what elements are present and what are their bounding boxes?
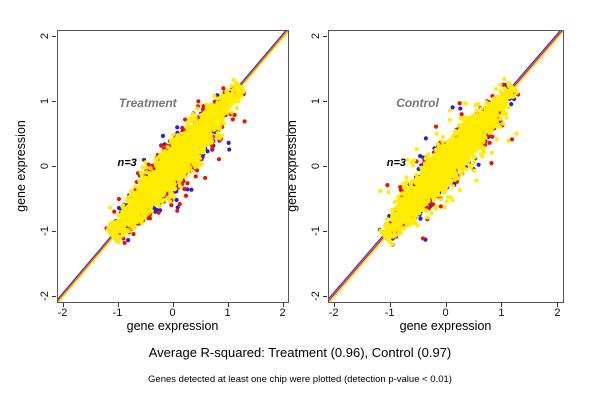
x-tick-label: -1: [384, 307, 395, 319]
x-tick-label: 1: [498, 307, 505, 319]
x-axis-label-1: gene expression: [399, 319, 492, 333]
annotation-n-0: n=3: [117, 156, 137, 169]
y-tick-label: 0: [39, 162, 51, 170]
x-tick-label: 0: [169, 307, 176, 319]
x-tick-label: 1: [224, 307, 231, 319]
y-tick-label: -1: [39, 225, 51, 236]
caption-detection-footnote: Genes detected at least one chip were pl…: [148, 374, 452, 385]
caption-average-r-squared: Average R-squared: Treatment (0.96), Con…: [148, 345, 452, 360]
y-tick-label: 1: [310, 98, 322, 105]
x-tick-label: -2: [328, 307, 339, 319]
plot-title-1: Control: [396, 96, 439, 111]
y-tick-label: -2: [310, 290, 322, 301]
y-tick-label: 2: [310, 33, 322, 40]
x-tick-label: 2: [554, 307, 561, 319]
y-tick-label: -2: [39, 290, 51, 301]
x-tick-label: 0: [442, 307, 449, 319]
x-tick-label: -2: [57, 307, 68, 319]
x-tick-label: -1: [112, 307, 123, 319]
x-axis-label-0: gene expression: [126, 319, 219, 333]
y-axis-label-1: gene expression: [285, 120, 299, 212]
y-tick-label: -1: [310, 225, 322, 236]
y-tick-label: 2: [39, 33, 51, 40]
plot-title-0: Treatment: [118, 96, 177, 111]
y-tick-label: 0: [310, 162, 322, 170]
annotation-n-1: n=3: [386, 156, 407, 169]
x-tick-label: 2: [279, 307, 286, 319]
y-tick-label: 1: [39, 98, 51, 105]
y-axis-label-0: gene expression: [14, 120, 28, 212]
